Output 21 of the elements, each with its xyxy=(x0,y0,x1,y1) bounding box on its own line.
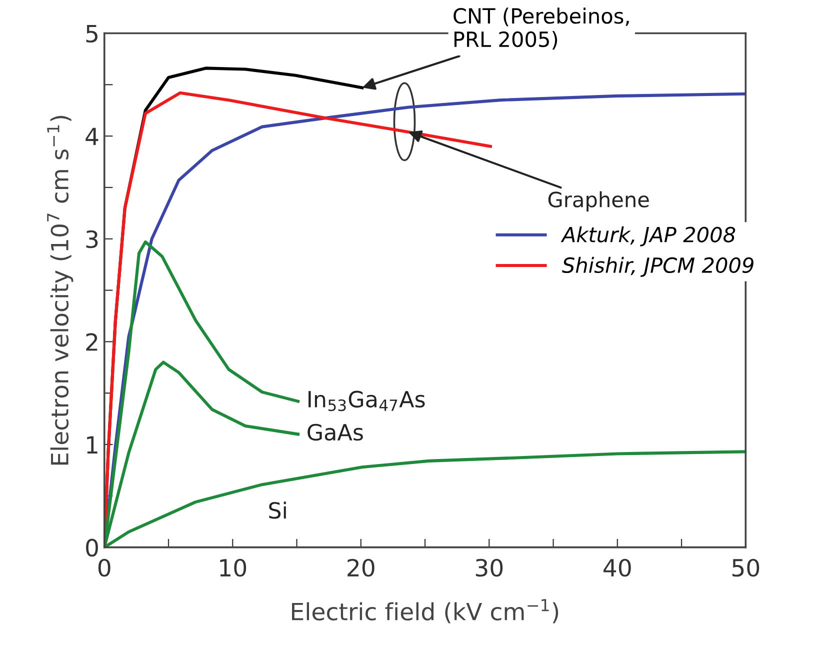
y-tick-label: 2 xyxy=(86,333,98,351)
y-tick-label: 0 xyxy=(86,538,98,557)
y-tick-label: 3 xyxy=(86,230,98,248)
y-tick-label: 4 xyxy=(86,128,98,146)
y-tick-label: 5 xyxy=(86,25,98,43)
x-axis-title: Electric field (kV cm$^{−1}$) xyxy=(292,599,558,624)
x-tick-label: 0 xyxy=(98,558,110,577)
x-tick-label: 30 xyxy=(476,558,503,577)
x-tick-label: 10 xyxy=(220,558,246,577)
legend-label: Shishir, JPCM 2009 xyxy=(562,256,754,277)
annotation: Si xyxy=(269,502,286,519)
x-tick-label: 40 xyxy=(604,558,631,577)
annotation: CNT (Perebeinos, PRL 2005) xyxy=(454,8,629,50)
x-tick-label: 20 xyxy=(348,558,374,577)
annotation: Graphene xyxy=(548,191,649,212)
x-tick-label: 50 xyxy=(732,558,760,577)
y-axis-title: Electron velocity (10$^{7}$ cm s$^{−1}$) xyxy=(47,116,74,465)
legend-label: Akturk, JAP 2008 xyxy=(560,226,736,246)
annotation: GaAs xyxy=(308,424,363,441)
annotation: In$_{53}$Ga$_{47}$As xyxy=(308,390,425,412)
y-tick-label: 1 xyxy=(87,436,98,454)
